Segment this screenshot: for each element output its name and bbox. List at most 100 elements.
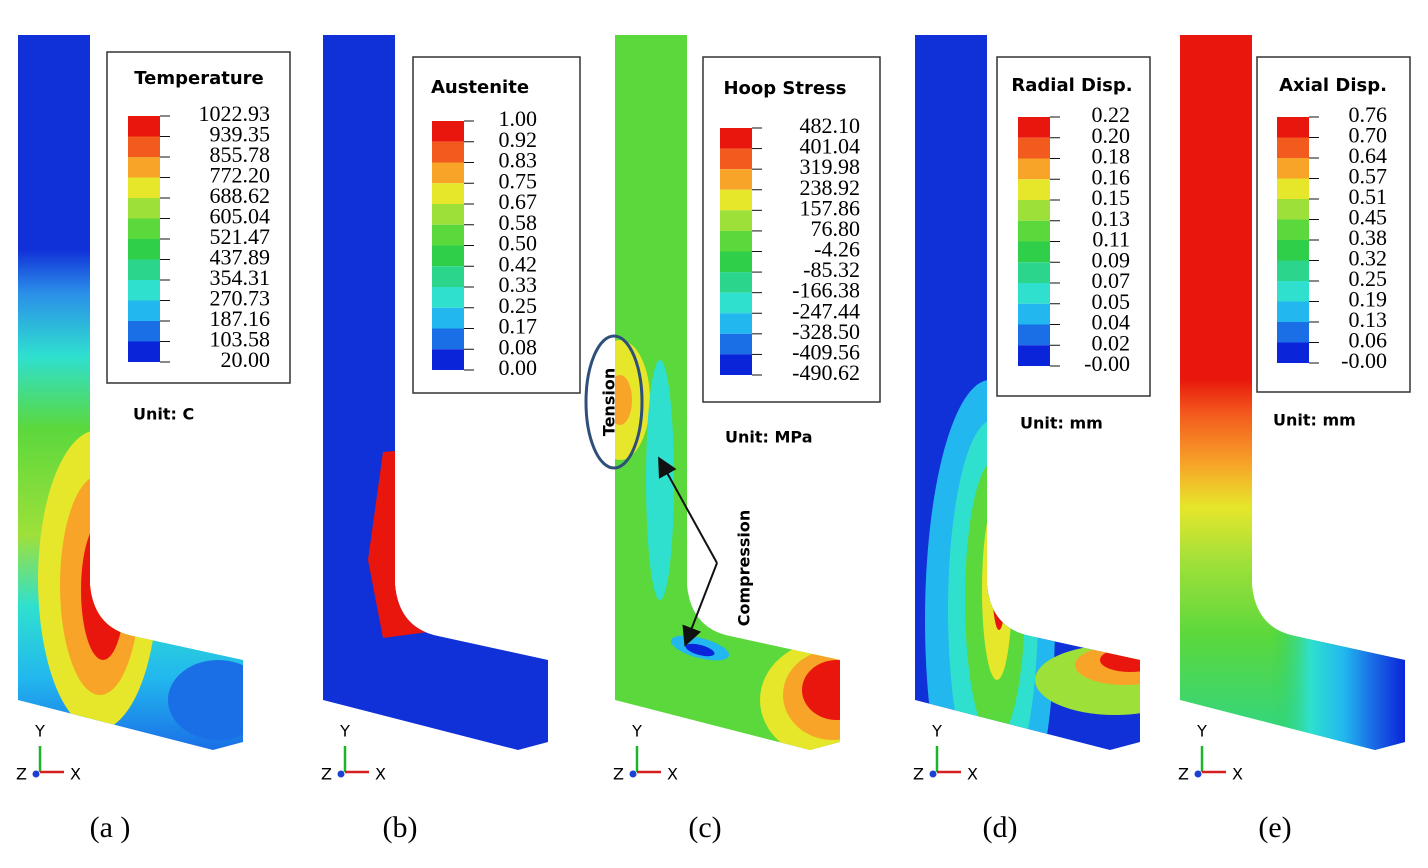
legend-label: -4.26 bbox=[814, 237, 860, 262]
legend-label: 0.15 bbox=[1092, 185, 1131, 210]
legend-swatch bbox=[128, 198, 160, 219]
legend-label: 0.50 bbox=[499, 231, 538, 256]
legend-label: 0.06 bbox=[1349, 328, 1388, 353]
legend-label: 0.17 bbox=[499, 314, 538, 339]
caption: (b) bbox=[383, 811, 418, 844]
legend-title: Hoop Stress bbox=[723, 78, 846, 99]
legend-swatch bbox=[432, 224, 464, 246]
legend-swatch bbox=[1018, 324, 1050, 346]
arrow bbox=[682, 562, 718, 647]
legend-label: 0.22 bbox=[1092, 102, 1131, 127]
legend-swatch bbox=[1277, 322, 1309, 343]
legend-swatch bbox=[128, 300, 160, 321]
legend-swatch bbox=[1277, 301, 1309, 322]
legend-label: 688.62 bbox=[210, 183, 271, 208]
legend-label: 0.70 bbox=[1349, 123, 1388, 148]
contour-region bbox=[1100, 648, 1140, 672]
legend-swatch bbox=[1277, 117, 1309, 138]
legend-swatch bbox=[1018, 262, 1050, 283]
legend-label: 0.05 bbox=[1092, 289, 1131, 314]
legend-swatch bbox=[720, 210, 752, 231]
triad-z: Z bbox=[613, 765, 624, 784]
legend-label: 0.67 bbox=[499, 189, 538, 214]
legend-swatch bbox=[720, 354, 752, 375]
contour-region bbox=[615, 375, 632, 425]
caption: (a ) bbox=[90, 811, 131, 844]
legend-label: 772.20 bbox=[210, 163, 271, 188]
triad-x: X bbox=[375, 765, 386, 784]
contour-region bbox=[646, 360, 674, 600]
caption: (c) bbox=[688, 811, 721, 844]
legend-label: 0.45 bbox=[1349, 205, 1388, 230]
legend-label: 521.47 bbox=[210, 224, 271, 249]
legend-label: 0.58 bbox=[499, 210, 538, 235]
unit-label: Unit: MPa bbox=[725, 428, 813, 447]
legend-swatch bbox=[1018, 179, 1050, 200]
legend-swatch bbox=[1277, 137, 1309, 158]
legend-label: 0.13 bbox=[1092, 206, 1131, 231]
triad-y: Y bbox=[631, 722, 642, 741]
triad-y: Y bbox=[1196, 722, 1207, 741]
axis-z bbox=[32, 770, 40, 778]
legend-label: 1022.93 bbox=[199, 101, 271, 126]
legend-swatch bbox=[128, 259, 160, 280]
legend-swatch bbox=[1018, 303, 1050, 325]
contour-region bbox=[168, 660, 243, 740]
legend-swatch bbox=[432, 307, 464, 329]
legend-label: 319.98 bbox=[800, 154, 861, 179]
caption: (e) bbox=[1258, 811, 1291, 844]
legend-label: 0.64 bbox=[1349, 143, 1388, 168]
contour-region bbox=[685, 643, 715, 657]
legend-label: 0.20 bbox=[1092, 123, 1131, 148]
legend-swatch bbox=[1277, 178, 1309, 199]
triad-z: Z bbox=[16, 765, 27, 784]
triad-x: X bbox=[667, 765, 678, 784]
contour-region bbox=[60, 475, 140, 695]
legend-swatch bbox=[1018, 200, 1050, 221]
axis-z bbox=[629, 770, 637, 778]
legend-label: -247.44 bbox=[792, 298, 860, 323]
legend-swatch bbox=[128, 157, 160, 178]
legend-swatch bbox=[720, 169, 752, 190]
legend-label: 0.08 bbox=[499, 334, 538, 359]
panel: Axial Disp.0.760.700.640.570.510.450.380… bbox=[1178, 35, 1411, 844]
legend-swatch bbox=[432, 204, 464, 225]
legend-swatch bbox=[1018, 241, 1050, 263]
legend-label: 0.92 bbox=[499, 127, 538, 152]
legend-label: 76.80 bbox=[811, 216, 861, 241]
legend-swatch bbox=[432, 183, 464, 204]
legend-swatch bbox=[720, 148, 752, 170]
legend-label: 939.35 bbox=[210, 122, 271, 147]
legend-label: -85.32 bbox=[803, 257, 860, 282]
compression-label: Compression bbox=[735, 510, 754, 627]
legend-label: 482.10 bbox=[800, 113, 861, 138]
legend-swatch bbox=[128, 116, 160, 137]
tension-outline bbox=[584, 334, 644, 470]
contour-band bbox=[1240, 620, 1405, 750]
caption: (d) bbox=[983, 811, 1018, 844]
legend-swatch bbox=[128, 280, 160, 301]
legend-swatch bbox=[128, 321, 160, 342]
legend-label: 0.25 bbox=[1349, 266, 1388, 291]
legend-swatch bbox=[1018, 220, 1050, 242]
legend-label: -328.50 bbox=[792, 319, 860, 344]
legend-swatch bbox=[1018, 137, 1050, 159]
legend-label: -166.38 bbox=[792, 278, 860, 303]
legend-swatch bbox=[432, 328, 464, 350]
legend-swatch bbox=[128, 239, 160, 260]
legend-swatch bbox=[432, 266, 464, 287]
panel: Radial Disp. 0.220.200.180.160.150.130.11… bbox=[913, 35, 1151, 844]
legend-label: 855.78 bbox=[210, 142, 271, 167]
legend-swatch bbox=[128, 341, 160, 362]
legend-swatch bbox=[1277, 158, 1309, 179]
legend-swatch bbox=[720, 251, 752, 273]
legend-label: 0.51 bbox=[1349, 184, 1388, 209]
axis-z bbox=[929, 770, 937, 778]
legend-swatch bbox=[1277, 199, 1309, 220]
legend-swatch bbox=[128, 218, 160, 239]
legend-label: 0.09 bbox=[1092, 247, 1131, 272]
legend-swatch bbox=[720, 230, 752, 252]
legend-title: Austenite bbox=[431, 77, 529, 98]
legend-label: 270.73 bbox=[210, 286, 271, 311]
